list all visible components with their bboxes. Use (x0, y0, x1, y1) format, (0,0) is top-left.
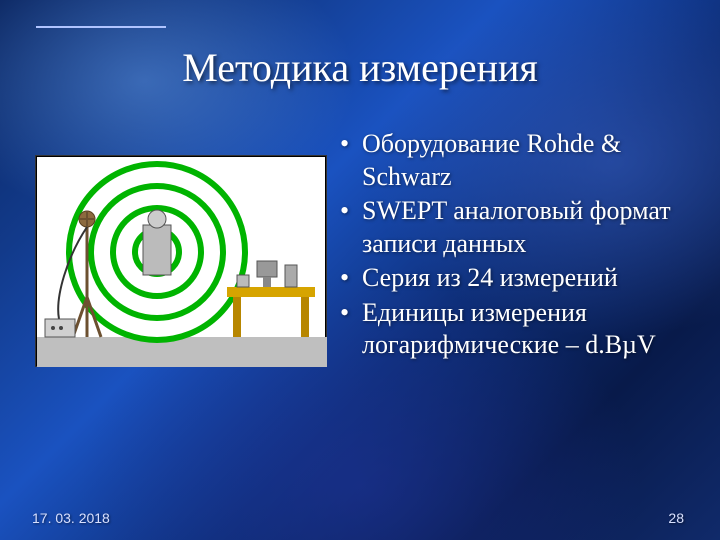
bullet-item: Оборудование Rohde & Schwarz (340, 128, 690, 193)
slide-title: Методика измерения (0, 44, 720, 91)
dut-head (148, 210, 166, 228)
content-row: Оборудование Rohde & Schwarz SWEPT анало… (0, 128, 720, 366)
footer-date: 17. 03. 2018 (32, 510, 110, 526)
desk-small-box (237, 275, 249, 287)
desk-top (227, 287, 315, 297)
signal-box-knob-1 (51, 326, 55, 330)
bullet-item: Серия из 24 измерений (340, 262, 690, 295)
measurement-figure (36, 156, 326, 366)
bullet-list: Оборудование Rohde & Schwarz SWEPT анало… (340, 128, 690, 362)
figure-svg (37, 157, 327, 367)
floor (37, 337, 327, 367)
slide-number: 28 (668, 510, 684, 526)
accent-line (36, 26, 166, 28)
desk-monitor (257, 261, 277, 277)
bullets-column: Оборудование Rohde & Schwarz SWEPT анало… (340, 128, 720, 366)
desk-leg-2 (301, 297, 309, 337)
monitor-stand (263, 277, 271, 287)
bullet-item: SWEPT аналоговый формат записи данных (340, 195, 690, 260)
dut-body (143, 225, 171, 275)
desk-leg-1 (233, 297, 241, 337)
signal-box-knob-2 (59, 326, 63, 330)
desk-tower (285, 265, 297, 287)
figure-column (0, 128, 340, 366)
bullet-item: Единицы измерения логарифмические – d.Bµ… (340, 297, 690, 362)
